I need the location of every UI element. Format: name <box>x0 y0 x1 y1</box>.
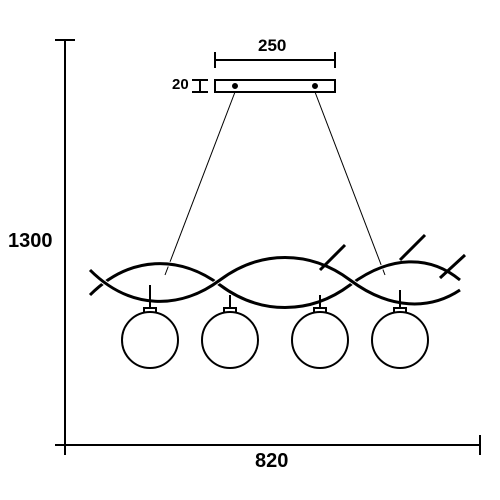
ceiling-mount <box>215 80 335 92</box>
dim-width: 820 <box>255 450 288 473</box>
drawing-svg <box>0 0 500 500</box>
technical-drawing: 1300 820 250 20 <box>0 0 500 500</box>
dim-mount-height: 20 <box>172 76 189 93</box>
dim-height: 1300 <box>8 230 53 253</box>
dimension-frame <box>55 40 480 455</box>
wave-bars <box>90 235 465 308</box>
suspension-wires <box>165 92 385 275</box>
dim-mount-width: 250 <box>258 36 286 56</box>
